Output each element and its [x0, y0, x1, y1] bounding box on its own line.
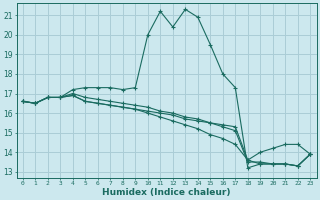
X-axis label: Humidex (Indice chaleur): Humidex (Indice chaleur)	[102, 188, 231, 197]
